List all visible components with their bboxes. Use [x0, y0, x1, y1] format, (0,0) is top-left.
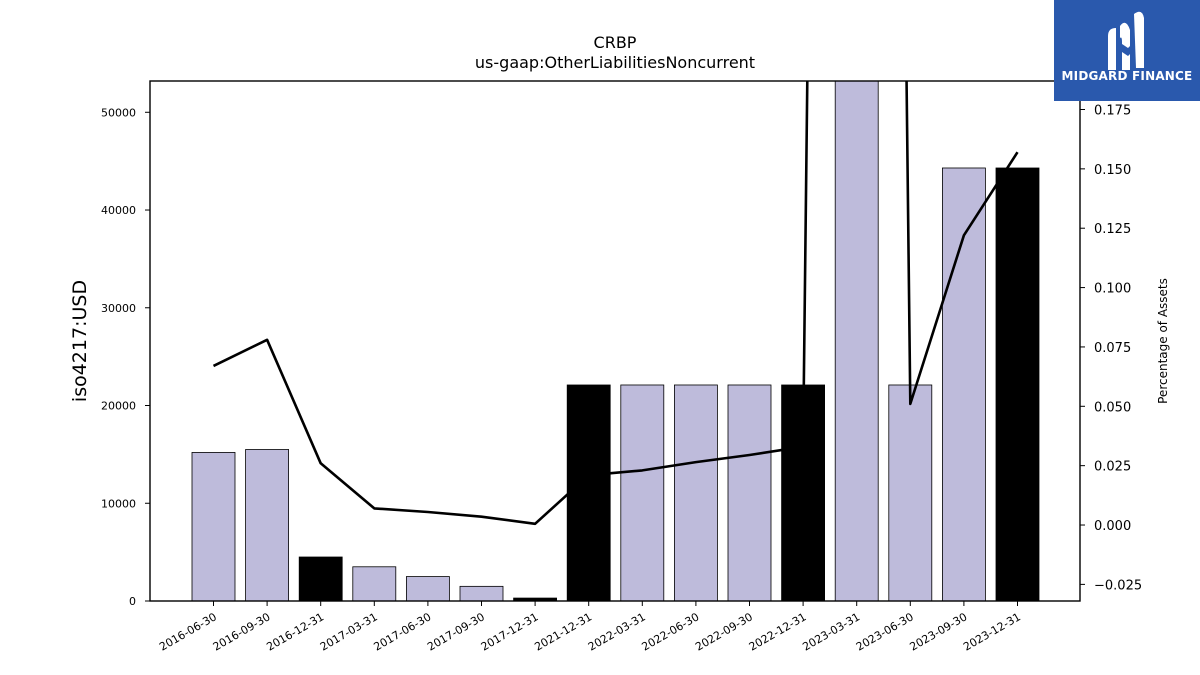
x-tick-label: 2023-09-30	[908, 610, 970, 653]
y-tick-label: 10000	[101, 497, 136, 510]
y2-tick-label: 0.125	[1094, 222, 1131, 237]
y2-axis-label: Percentage of Assets	[1156, 278, 1170, 404]
y2-tick-label: 0.175	[1094, 103, 1131, 118]
chart-title: CRBP	[594, 33, 637, 52]
percentage-line	[212, 81, 1019, 526]
logo-mark-icon	[1108, 11, 1144, 70]
plot-frame	[149, 80, 1081, 602]
x-tick-label: 2017-03-31	[318, 610, 380, 653]
bar-2016-09-30	[245, 449, 290, 602]
bar-2017-09-30	[459, 585, 504, 602]
bar-2021-12-31	[566, 384, 611, 602]
x-tick-label: 2022-12-31	[747, 610, 809, 653]
bar-2017-06-30	[405, 576, 450, 602]
y-tick-label: 20000	[101, 400, 136, 413]
y-axis-label: iso4217:USD	[69, 280, 91, 402]
y-tick-label: 30000	[101, 302, 136, 315]
x-tick-label: 2022-06-30	[640, 610, 702, 653]
x-tick-label: 2023-03-31	[800, 610, 862, 653]
x-tick-label: 2023-06-30	[854, 610, 916, 653]
bar-series	[191, 80, 1040, 602]
right-axis-ticks: −0.025 0.000 0.025 0.050 0.075 0.100 0.125 0.15…	[1080, 103, 1142, 593]
x-tick-label: 2017-09-30	[425, 610, 487, 653]
logo-text: MIDGARD FINANCE	[1061, 69, 1193, 83]
bar-2022-03-31	[620, 384, 665, 602]
bar-2016-06-30	[191, 452, 236, 602]
x-tick-label: 2016-09-30	[211, 610, 273, 653]
bar-2023-03-31	[834, 80, 879, 602]
x-tick-label: 2022-03-31	[586, 610, 648, 653]
y-tick-label: 40000	[101, 204, 136, 217]
bar-2022-12-31	[781, 384, 825, 602]
bar-2022-09-30	[727, 384, 772, 602]
y2-tick-label: 0.150	[1094, 163, 1131, 178]
bar-2016-12-31	[298, 556, 343, 602]
x-tick-label: 2017-06-30	[372, 610, 434, 653]
y-tick-label: 0	[129, 595, 136, 608]
bar-2023-12-31	[995, 167, 1040, 602]
y-tick-label: 50000	[101, 106, 136, 119]
x-tick-label: 2016-06-30	[157, 610, 219, 653]
y2-tick-label: 0.050	[1094, 400, 1131, 415]
x-tick-label: 2022-09-30	[693, 610, 755, 653]
y2-tick-label: 0.075	[1094, 341, 1131, 356]
x-tick-label: 2023-12-31	[961, 610, 1023, 653]
x-tick-label: 2017-12-31	[479, 610, 541, 653]
line-series	[212, 81, 1019, 526]
y2-tick-label: −0.025	[1094, 578, 1142, 593]
brand-logo: MIDGARD FINANCE	[1054, 0, 1200, 101]
x-tick-label: 2021-12-31	[532, 610, 594, 653]
bar-2017-03-31	[352, 566, 397, 602]
chart-subtitle: us-gaap:OtherLiabilitiesNoncurrent	[475, 53, 755, 72]
bar-2022-06-30	[674, 384, 718, 602]
x-axis-ticks: 2016-06-302016-09-302016-12-312017-03-31…	[157, 601, 1023, 654]
left-axis-ticks: 0 10000 20000 30000 40000 50000	[101, 106, 150, 608]
y2-tick-label: 0.100	[1094, 282, 1131, 297]
y2-tick-label: 0.000	[1094, 519, 1131, 534]
y2-tick-label: 0.025	[1094, 460, 1131, 475]
bar-2023-06-30	[888, 384, 933, 602]
x-tick-label: 2016-12-31	[264, 610, 326, 653]
